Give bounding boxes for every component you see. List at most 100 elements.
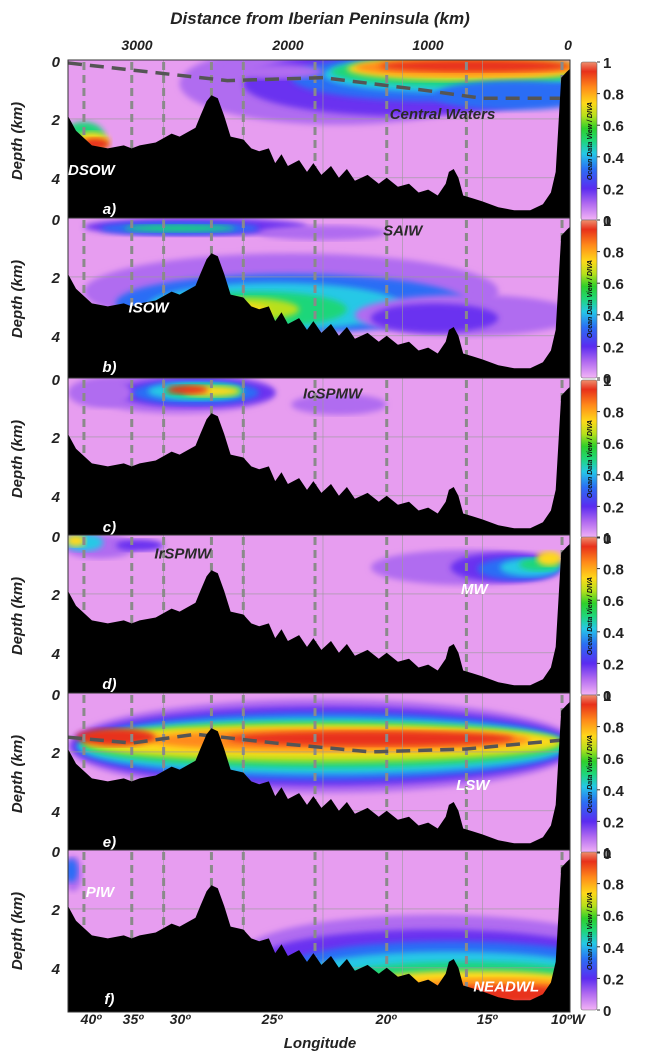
colorbar-tick-label: 1 — [603, 845, 611, 862]
colorbar-tick-label: 0 — [603, 371, 611, 388]
fraction-contour — [227, 731, 515, 747]
depth-tick: 2 — [51, 430, 61, 447]
colorbar-tick-label: 0 — [603, 1003, 611, 1020]
fraction-contour — [378, 60, 570, 72]
panel-6: 0 2 4 Depth (km) PIW NEADWL f) Ocean Data View … — [9, 844, 625, 1020]
bottom-axis-ticks: 40º 35º 30º 25º 20º 15º 10ºW — [80, 1011, 587, 1027]
depth-tick: 0 — [52, 844, 61, 861]
fraction-contour — [123, 224, 236, 232]
y-axis-title: Depth (km) — [9, 577, 26, 655]
depth-tick: 0 — [52, 687, 61, 704]
lon-tick-30: 30º — [170, 1011, 192, 1027]
fraction-contour — [370, 303, 499, 333]
fraction-contour — [227, 64, 323, 80]
top-axis-title: Distance from Iberian Peninsula (km) — [170, 9, 470, 28]
isoline-dashed — [67, 732, 563, 754]
colorbar-tick-label: 1 — [603, 55, 611, 72]
depth-tick: 4 — [51, 961, 61, 978]
lon-tick-20: 20º — [375, 1011, 398, 1027]
panel-letter: b) — [102, 359, 116, 376]
panel-letter: e) — [103, 834, 116, 851]
depth-tick: 0 — [52, 372, 61, 389]
colorbar-tick-label: 0.4 — [603, 940, 625, 957]
colorbar-tick-label: 0.6 — [603, 276, 624, 293]
top-tick-1000: 1000 — [412, 37, 443, 53]
colorbar-credit: Ocean Data View / DIVA — [587, 260, 594, 338]
water-mass-label: NEADWL — [473, 978, 539, 995]
fraction-contour — [68, 535, 86, 547]
lon-tick-10w: 10ºW — [551, 1011, 587, 1027]
water-mass-label: DSOW — [68, 162, 117, 179]
lon-tick-25: 25º — [261, 1011, 284, 1027]
top-tick-2000: 2000 — [271, 37, 303, 53]
top-tick-3000: 3000 — [121, 37, 152, 53]
depth-tick: 2 — [51, 270, 61, 287]
colorbar-tick-label: 0 — [603, 688, 611, 705]
colorbar-tick-label: 0.4 — [603, 468, 625, 485]
colorbar-credit: Ocean Data View / DIVA — [587, 735, 594, 813]
lon-tick-15: 15º — [477, 1011, 499, 1027]
water-mass-label: SAIW — [383, 223, 424, 240]
panels: 0 2 4 Depth (km) DSOW Central Waters a) Ocean D… — [9, 54, 625, 1020]
colorbar-tick-label: 0.8 — [603, 877, 624, 894]
colorbar — [580, 219, 598, 379]
bathymetry — [68, 226, 570, 380]
water-mass-label: IrSPMW — [154, 546, 213, 563]
bathymetry — [68, 543, 570, 697]
bathymetry — [68, 858, 570, 1012]
water-mass-label: MW — [461, 581, 489, 598]
panel-5: 0 2 4 Depth (km) LSW e) Ocean Data View / DIVA… — [9, 687, 625, 863]
fraction-contour — [434, 80, 570, 111]
y-axis-title: Depth (km) — [9, 892, 26, 970]
panel-4: 0 2 4 Depth (km) IrSPMW MW d) Ocean Data View /… — [9, 529, 625, 705]
colorbar-tick-label: 0.4 — [603, 783, 625, 800]
colorbar-tick-label: 0 — [603, 531, 611, 548]
depth-tick: 4 — [51, 804, 61, 821]
y-axis-title: Depth (km) — [9, 260, 26, 338]
colorbar-tick-label: 0 — [603, 846, 611, 863]
water-mass-label: Central Waters — [390, 106, 496, 123]
colorbar — [580, 851, 598, 1011]
water-mass-label: LSW — [456, 777, 491, 794]
colorbar-tick-label: 0.6 — [603, 436, 624, 453]
y-axis-title: Depth (km) — [9, 102, 26, 180]
colorbar-tick-label: 0.2 — [603, 656, 624, 673]
colorbar-tick-label: 1 — [603, 213, 611, 230]
top-tick-0: 0 — [564, 37, 572, 53]
water-mass-label: PIW — [86, 884, 116, 901]
colorbar-tick-label: 0.6 — [603, 751, 624, 768]
colorbar-tick-label: 0.4 — [603, 150, 625, 167]
depth-tick: 0 — [52, 529, 61, 546]
colorbar-tick-label: 1 — [603, 373, 611, 390]
colorbar-tick-label: 0.8 — [603, 87, 624, 104]
colorbar-tick-label: 0.6 — [603, 118, 624, 135]
colorbar-tick-label: 1 — [603, 530, 611, 547]
y-axis-title: Depth (km) — [9, 735, 26, 813]
fraction-contour — [75, 728, 156, 747]
panel-1: 0 2 4 Depth (km) DSOW Central Waters a) Ocean D… — [9, 54, 625, 230]
depth-tick: 2 — [51, 587, 61, 604]
depth-tick: 4 — [51, 171, 61, 188]
panel-letter: d) — [102, 676, 116, 693]
depth-tick: 0 — [52, 54, 61, 71]
colorbar-credit: Ocean Data View / DIVA — [587, 892, 594, 970]
colorbar-tick-label: 0.8 — [603, 562, 624, 579]
depth-tick: 0 — [52, 212, 61, 229]
depth-tick: 4 — [51, 489, 61, 506]
colorbar-credit: Ocean Data View / DIVA — [587, 577, 594, 655]
colorbar-tick-label: 0.2 — [603, 499, 624, 516]
panel-letter: c) — [103, 519, 116, 536]
colorbar-tick-label: 0.2 — [603, 339, 624, 356]
colorbar-credit: Ocean Data View / DIVA — [587, 420, 594, 498]
lon-tick-40: 40º — [80, 1011, 103, 1027]
colorbar-tick-label: 0.6 — [603, 593, 624, 610]
fraction-contour — [68, 858, 78, 883]
bathymetry — [68, 701, 570, 855]
colorbar-tick-label: 0.8 — [603, 405, 624, 422]
depth-tick: 4 — [51, 646, 61, 663]
colorbar-tick-label: 0 — [603, 213, 611, 230]
colorbar-credit: Ocean Data View / DIVA — [587, 102, 594, 180]
panel-2: 0 2 4 Depth (km) SAIW ISOW b) Ocean Data View /… — [9, 212, 625, 388]
bathymetry — [68, 68, 570, 222]
